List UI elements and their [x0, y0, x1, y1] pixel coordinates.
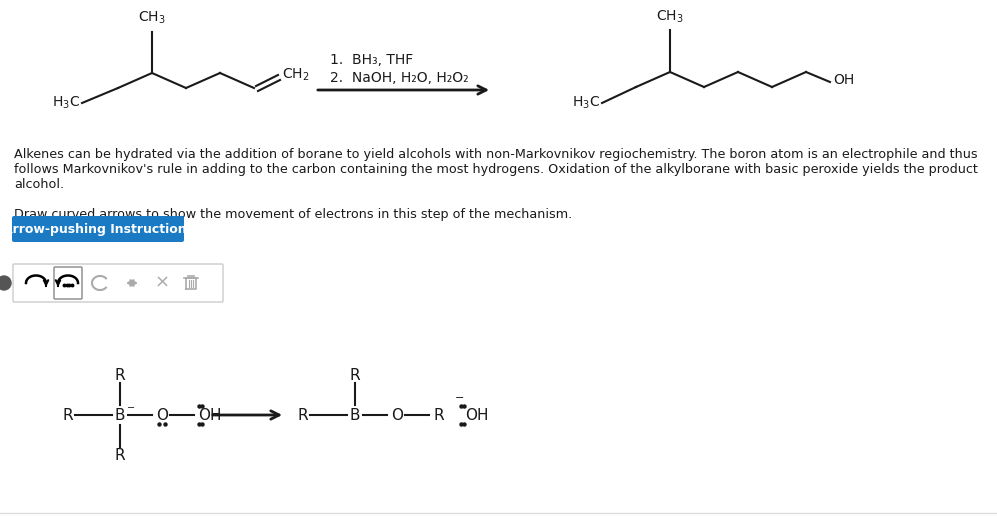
- Text: Draw curved arrows to show the movement of electrons in this step of the mechani: Draw curved arrows to show the movement …: [14, 208, 572, 221]
- FancyBboxPatch shape: [54, 267, 82, 299]
- Text: R: R: [434, 408, 445, 423]
- Text: Arrow-pushing Instructions: Arrow-pushing Instructions: [3, 223, 193, 236]
- Text: 1.  BH₃, THF: 1. BH₃, THF: [330, 53, 413, 67]
- Text: CH$_2$: CH$_2$: [282, 67, 309, 83]
- Text: H$_3$C: H$_3$C: [572, 95, 600, 111]
- Text: R: R: [115, 448, 126, 463]
- Text: 2.  NaOH, H₂O, H₂O₂: 2. NaOH, H₂O, H₂O₂: [330, 71, 469, 85]
- FancyBboxPatch shape: [12, 216, 184, 242]
- Text: OH: OH: [198, 408, 221, 423]
- Text: OH: OH: [465, 408, 489, 423]
- Text: −: −: [456, 393, 465, 403]
- FancyBboxPatch shape: [13, 264, 223, 302]
- Text: CH$_3$: CH$_3$: [656, 9, 684, 25]
- Text: O: O: [156, 408, 168, 423]
- Text: R: R: [350, 368, 360, 383]
- Text: CH$_3$: CH$_3$: [139, 10, 166, 26]
- Text: alcohol.: alcohol.: [14, 178, 64, 191]
- Text: ×: ×: [155, 274, 169, 292]
- Text: follows Markovnikov's rule in adding to the carbon containing the most hydrogens: follows Markovnikov's rule in adding to …: [14, 163, 978, 176]
- Text: OH: OH: [833, 73, 854, 87]
- Text: H$_3$C: H$_3$C: [52, 95, 80, 111]
- Text: R: R: [115, 368, 126, 383]
- Circle shape: [0, 276, 11, 290]
- Text: R: R: [298, 408, 308, 423]
- Text: B: B: [350, 408, 360, 423]
- Text: O: O: [391, 408, 403, 423]
- Text: R: R: [63, 408, 74, 423]
- Text: B: B: [115, 408, 126, 423]
- Text: −: −: [127, 403, 136, 413]
- Text: Alkenes can be hydrated via the addition of borane to yield alcohols with non-Ma: Alkenes can be hydrated via the addition…: [14, 148, 978, 161]
